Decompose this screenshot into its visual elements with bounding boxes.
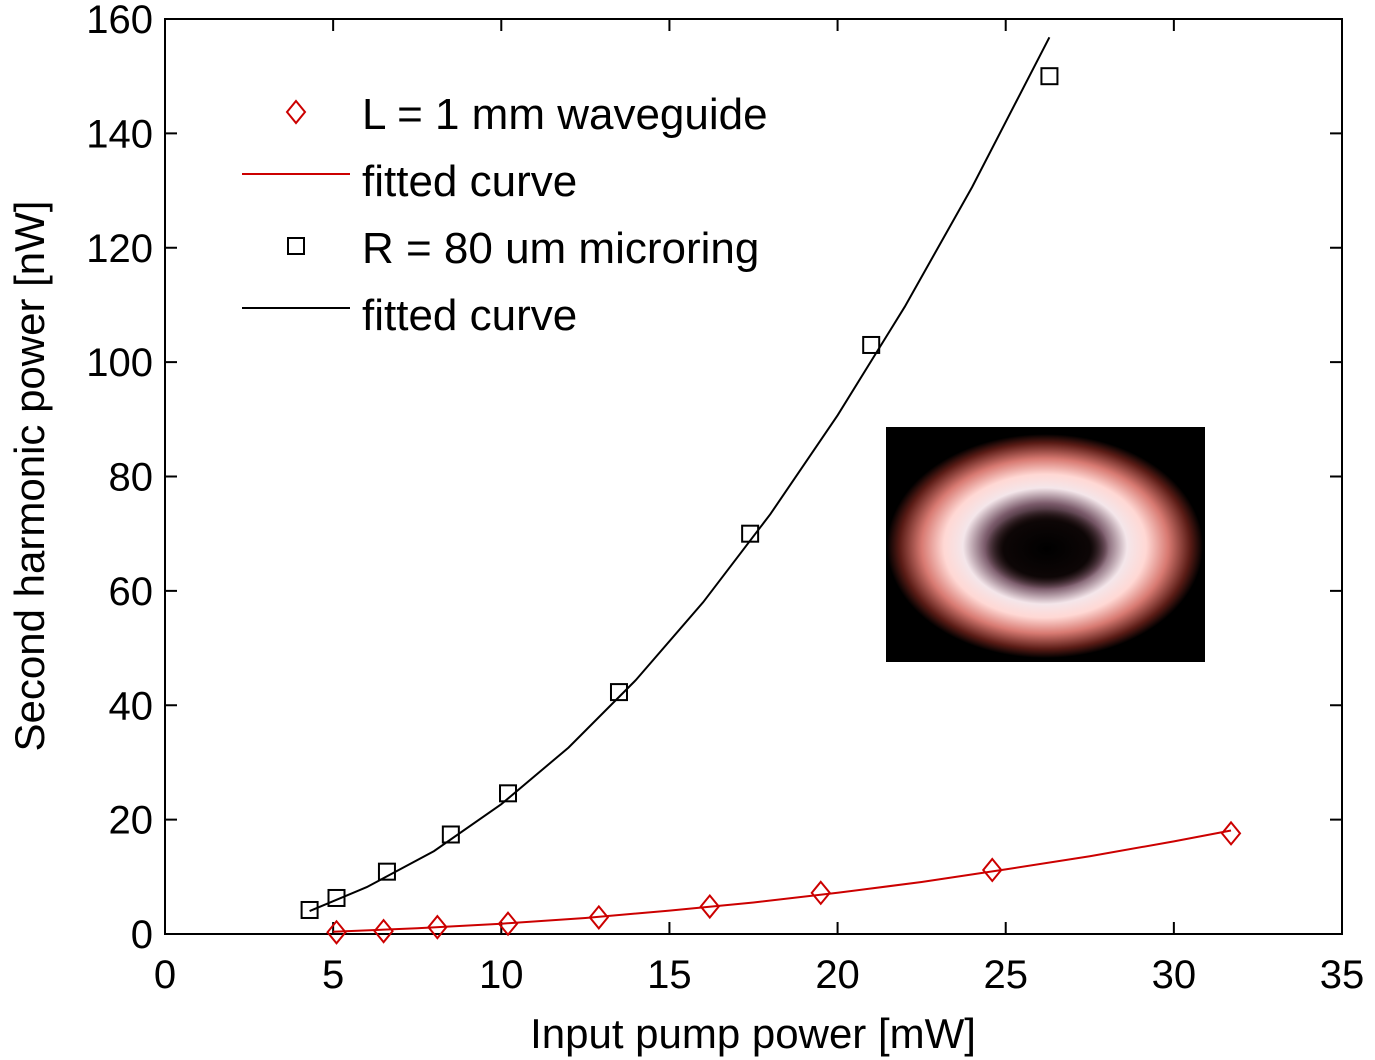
- waveguide-data-point: [373, 918, 394, 944]
- legend: L = 1 mm waveguide fitted curve R = 80 um …: [242, 90, 768, 340]
- y-tick-label: 80: [109, 456, 154, 500]
- x-tick-label: 35: [1320, 953, 1365, 997]
- y-axis: 0 20 40 60 80 100 120 140 160: [86, 0, 1342, 957]
- microring-data-point: [609, 683, 628, 702]
- x-tick-label: 10: [479, 953, 524, 997]
- series-layer: [309, 36, 1232, 933]
- microring-data-point: [499, 784, 518, 803]
- waveguide-data-point: [497, 911, 519, 937]
- microring-data-point: [441, 825, 460, 844]
- markers-layer: [300, 67, 1242, 945]
- fitted-curve-line-3: [309, 36, 1051, 913]
- x-axis: 0 5 10 15 20 25 30 35: [154, 19, 1364, 997]
- microring-photo-inset: [886, 427, 1205, 662]
- legend-diamond-swatch: [285, 99, 307, 125]
- microring-data-point: [1040, 67, 1059, 86]
- y-tick-label: 120: [86, 227, 153, 271]
- fitted-curve-line-1: [333, 829, 1232, 933]
- y-axis-label: Second harmonic power [nW]: [6, 201, 53, 752]
- waveguide-data-point: [588, 904, 610, 930]
- waveguide-data-point: [427, 914, 448, 940]
- x-tick-label: 20: [815, 953, 860, 997]
- legend-label: fitted curve: [362, 291, 577, 340]
- microring-data-point: [300, 900, 319, 919]
- x-tick-label: 30: [1152, 953, 1197, 997]
- x-axis-label: Input pump power [mW]: [530, 1010, 976, 1057]
- y-tick-label: 60: [109, 570, 154, 614]
- x-tick-label: 25: [983, 953, 1028, 997]
- y-tick-label: 140: [86, 112, 153, 156]
- y-tick-label: 40: [109, 684, 154, 728]
- y-tick-label: 160: [86, 0, 153, 42]
- waveguide-data-point: [326, 919, 347, 945]
- x-tick-label: 15: [647, 953, 692, 997]
- waveguide-data-point: [810, 880, 832, 906]
- y-tick-label: 20: [109, 799, 154, 843]
- microring-data-point: [862, 335, 881, 354]
- legend-label: R = 80 um microring: [362, 224, 759, 273]
- legend-label: L = 1 mm waveguide: [362, 90, 768, 139]
- waveguide-data-point: [1220, 820, 1242, 846]
- legend-label: fitted curve: [362, 157, 577, 206]
- x-tick-label: 5: [322, 953, 344, 997]
- y-tick-label: 100: [86, 341, 153, 385]
- microring-data-point: [327, 888, 346, 907]
- waveguide-data-point: [981, 857, 1003, 883]
- microring-data-point: [741, 524, 760, 543]
- microring-data-point: [377, 862, 396, 881]
- waveguide-data-point: [699, 893, 721, 920]
- legend-square-swatch: [287, 237, 305, 255]
- y-tick-label: 0: [131, 913, 153, 957]
- x-tick-label: 0: [154, 953, 176, 997]
